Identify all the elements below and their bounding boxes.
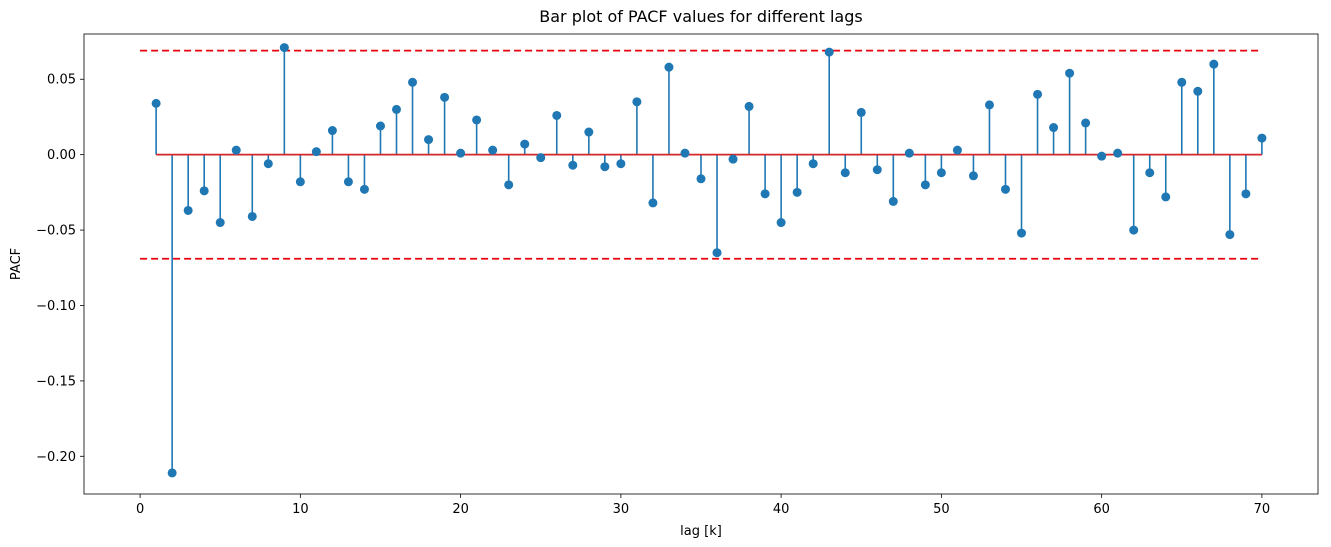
- stem-marker: [263, 159, 273, 169]
- stem-marker: [568, 160, 578, 170]
- x-tick-label: 10: [292, 502, 309, 517]
- stem-marker: [1097, 151, 1107, 161]
- chart-title: Bar plot of PACF values for different la…: [539, 7, 862, 26]
- stem-marker: [1241, 189, 1251, 199]
- stem-marker: [231, 145, 241, 155]
- stem-marker: [648, 198, 658, 208]
- x-tick-label: 0: [136, 502, 144, 517]
- stem-marker: [311, 147, 321, 157]
- stem-marker: [680, 148, 690, 158]
- stem-marker: [760, 189, 770, 199]
- y-tick-label: −0.05: [36, 224, 76, 239]
- stem-marker: [279, 43, 289, 53]
- stem-marker: [327, 126, 337, 136]
- stem-marker: [1225, 230, 1235, 240]
- stem-marker: [1177, 77, 1187, 87]
- stem-marker: [488, 145, 498, 155]
- stem-marker: [664, 62, 674, 72]
- stem-marker: [1081, 118, 1091, 128]
- stem-marker: [872, 165, 882, 175]
- stem-marker: [440, 92, 450, 102]
- stem-marker: [215, 218, 225, 228]
- stem-marker: [776, 218, 786, 228]
- stem-marker: [632, 97, 642, 107]
- stem-marker: [392, 104, 402, 114]
- stem-marker: [1129, 225, 1139, 235]
- x-tick-label: 70: [1254, 502, 1271, 517]
- stem-marker: [408, 77, 418, 87]
- stem-marker: [1193, 86, 1203, 96]
- stem-marker: [1161, 192, 1171, 202]
- stem-marker: [183, 205, 193, 215]
- stem-marker: [456, 148, 466, 158]
- y-tick-label: −0.15: [36, 374, 76, 389]
- y-tick-label: 0.05: [47, 73, 76, 88]
- stem-marker: [952, 145, 962, 155]
- stem-marker: [1065, 68, 1075, 78]
- stem-marker: [1145, 168, 1155, 178]
- stem-marker: [520, 139, 530, 149]
- stem-marker: [600, 162, 610, 172]
- stem-marker: [151, 98, 161, 108]
- ticks-layer: 0 10 20 30 40 50 60 70 0.05 0.00 −0.05 −0.10 −0.15 −0…: [36, 73, 1270, 517]
- stem-marker: [1209, 59, 1219, 69]
- stem-marker: [1113, 148, 1123, 158]
- y-tick-label: 0.00: [47, 148, 76, 163]
- stem-marker: [1257, 133, 1267, 143]
- stem-marker: [295, 177, 305, 187]
- x-tick-label: 50: [933, 502, 950, 517]
- stem-marker: [167, 468, 177, 478]
- y-axis-label: PACF: [9, 248, 24, 280]
- x-tick-label: 40: [773, 502, 790, 517]
- stem-marker: [536, 153, 546, 163]
- stem-marker: [1033, 89, 1043, 99]
- stem-marker: [728, 154, 738, 164]
- stem-marker: [904, 148, 914, 158]
- stems-layer: [155, 47, 1263, 473]
- stem-marker: [824, 47, 834, 57]
- stem-marker: [984, 100, 994, 110]
- stem-marker: [840, 168, 850, 178]
- stem-marker: [472, 115, 482, 125]
- x-tick-label: 30: [613, 502, 630, 517]
- stem-marker: [247, 211, 257, 221]
- stem-marker: [808, 159, 818, 169]
- stem-marker: [504, 180, 514, 190]
- stem-marker: [744, 101, 754, 111]
- stem-marker: [375, 121, 385, 131]
- stem-marker: [1017, 228, 1027, 238]
- stem-marker: [888, 196, 898, 206]
- stem-marker: [968, 171, 978, 181]
- y-tick-label: −0.10: [36, 299, 76, 314]
- stem-marker: [1000, 184, 1010, 194]
- stem-marker: [199, 186, 209, 196]
- y-tick-label: −0.20: [36, 450, 76, 465]
- x-tick-label: 20: [452, 502, 469, 517]
- stem-marker: [584, 127, 594, 137]
- markers-layer: [151, 43, 1267, 478]
- stem-marker: [343, 177, 353, 187]
- stem-marker: [552, 110, 562, 120]
- plot-frame: [83, 33, 1319, 495]
- stem-marker: [792, 187, 802, 197]
- stem-marker: [359, 184, 369, 194]
- stem-marker: [1049, 123, 1059, 133]
- stem-marker: [856, 107, 866, 117]
- stem-marker: [616, 159, 626, 169]
- stem-marker: [424, 135, 434, 145]
- x-tick-label: 60: [1093, 502, 1110, 517]
- stem-marker: [936, 168, 946, 178]
- x-axis-label: lag [k]: [680, 524, 722, 539]
- stem-marker: [920, 180, 930, 190]
- stem-marker: [712, 248, 722, 258]
- stem-marker: [696, 174, 706, 184]
